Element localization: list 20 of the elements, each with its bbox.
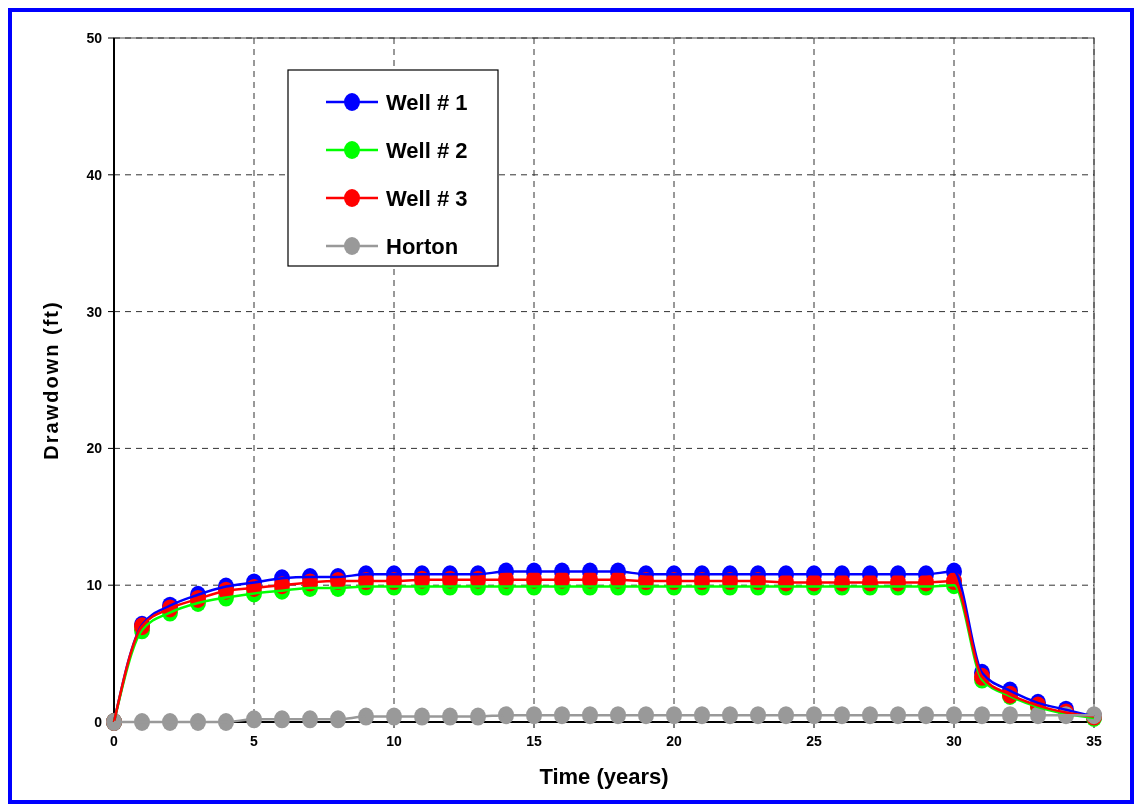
- x-tick-label: 20: [666, 733, 682, 749]
- y-tick-label: 30: [86, 303, 103, 320]
- x-tick-label: 10: [386, 733, 402, 749]
- x-tick-label: 0: [110, 733, 119, 749]
- legend-label: Well # 1: [386, 90, 468, 115]
- y-tick-label: 40: [86, 166, 103, 183]
- y-tick-label: 0: [94, 714, 103, 730]
- legend-label: Well # 3: [386, 186, 468, 211]
- x-tick-label: 5: [250, 733, 259, 749]
- x-tick-label: 15: [526, 733, 542, 749]
- legend-label: Horton: [386, 234, 459, 259]
- legend-label: Well # 2: [386, 138, 468, 163]
- y-tick-label: 20: [86, 440, 103, 457]
- y-tick-label: 50: [86, 30, 103, 46]
- x-tick-label: 30: [946, 733, 962, 749]
- x-axis-title: Time (years): [539, 764, 669, 789]
- y-tick-label: 10: [86, 577, 103, 594]
- y-axis-title: Drawdown (ft): [40, 300, 62, 460]
- x-tick-label: 35: [1086, 733, 1102, 749]
- x-tick-label: 25: [806, 733, 822, 749]
